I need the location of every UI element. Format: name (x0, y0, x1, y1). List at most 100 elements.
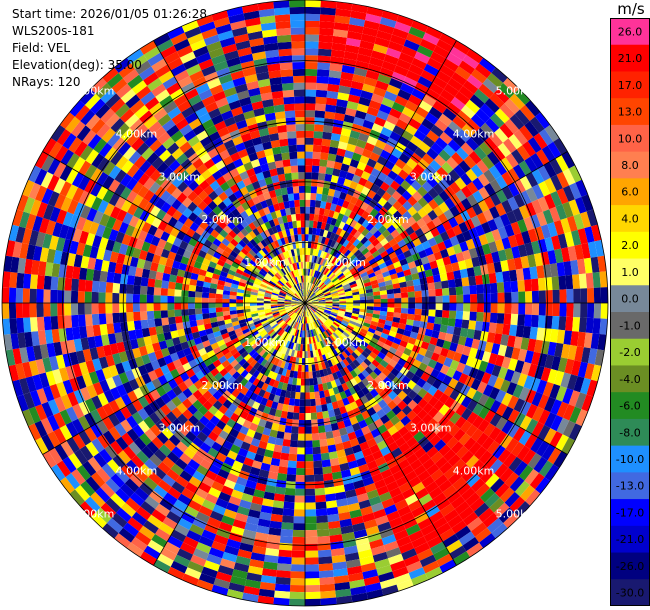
velocity-gate (331, 126, 343, 135)
velocity-gate (285, 296, 292, 300)
velocity-gate (149, 412, 161, 425)
velocity-gate (193, 410, 204, 421)
velocity-gate (318, 305, 326, 309)
velocity-gate (324, 293, 332, 297)
velocity-gate (134, 487, 149, 501)
velocity-gate (149, 424, 162, 437)
velocity-gate (436, 553, 454, 567)
velocity-gate (328, 272, 335, 279)
velocity-gate (211, 441, 223, 453)
velocity-gate (245, 364, 253, 373)
velocity-gate (308, 291, 314, 298)
velocity-gate (357, 334, 365, 341)
velocity-gate (311, 343, 315, 351)
velocity-gate (342, 223, 350, 232)
velocity-gate (321, 285, 328, 291)
velocity-gate (375, 273, 384, 280)
velocity-gate (406, 379, 417, 390)
velocity-gate (335, 154, 345, 164)
velocity-gate (488, 322, 497, 334)
velocity-gate (580, 377, 591, 395)
velocity-gate (314, 117, 325, 125)
velocity-gate (166, 361, 177, 372)
velocity-gate (258, 440, 268, 450)
velocity-gate (384, 259, 394, 267)
velocity-gate (279, 417, 287, 426)
velocity-gate (340, 525, 354, 535)
velocity-gate (333, 436, 343, 445)
velocity-gate (305, 461, 314, 469)
velocity-gate (361, 148, 373, 159)
velocity-gate (309, 308, 315, 314)
velocity-gate (438, 149, 452, 162)
velocity-gate (293, 509, 305, 517)
velocity-gate (54, 145, 69, 162)
velocity-gate (346, 495, 359, 506)
velocity-gate (474, 88, 490, 104)
velocity-gate (305, 289, 307, 297)
velocity-gate (183, 327, 192, 336)
velocity-gate (425, 112, 439, 125)
velocity-gate (263, 323, 271, 330)
velocity-gate (580, 303, 588, 318)
velocity-gate (338, 308, 346, 312)
velocity-gate (24, 258, 33, 275)
velocity-gate (143, 520, 159, 534)
velocity-gate (345, 489, 357, 499)
velocity-gate (291, 303, 299, 305)
velocity-gate (79, 501, 96, 518)
velocity-gate (501, 199, 513, 214)
velocity-gate (351, 330, 359, 337)
velocity-gate (438, 479, 453, 493)
velocity-gate (155, 325, 164, 335)
velocity-gate (127, 517, 144, 532)
velocity-gate (462, 285, 470, 295)
velocity-gate (230, 359, 239, 368)
velocity-gate (335, 338, 342, 346)
velocity-gate (90, 118, 106, 134)
velocity-gate (165, 400, 177, 412)
velocity-gate (333, 568, 349, 577)
velocity-gate (538, 409, 551, 425)
velocity-gate (439, 559, 457, 573)
velocity-gate (165, 411, 178, 423)
velocity-gate (323, 473, 333, 482)
velocity-gate (89, 347, 99, 360)
velocity-gate (417, 124, 431, 136)
velocity-gate (174, 343, 183, 353)
velocity-gate (49, 383, 61, 400)
velocity-gate (260, 575, 277, 584)
velocity-gate (335, 270, 343, 277)
velocity-gate (483, 283, 491, 294)
velocity-gate (316, 310, 323, 316)
velocity-gate (174, 296, 182, 303)
velocity-gate (335, 329, 343, 336)
velocity-gate (314, 312, 320, 319)
velocity-gate (452, 115, 467, 129)
velocity-gate (444, 263, 454, 273)
velocity-gate (239, 278, 248, 284)
velocity-gate (484, 454, 498, 469)
velocity-gate (438, 404, 450, 416)
velocity-gate (325, 280, 332, 286)
velocity-gate (342, 475, 354, 485)
velocity-gate (331, 323, 339, 329)
velocity-gate (112, 303, 120, 314)
velocity-gate (188, 415, 199, 426)
velocity-gate (200, 353, 210, 362)
velocity-gate (449, 389, 461, 401)
velocity-gate (442, 58, 459, 72)
velocity-gate (325, 431, 334, 439)
velocity-gate (338, 274, 346, 281)
velocity-gate (201, 566, 218, 579)
velocity-gate (432, 76, 448, 90)
velocity-gate (265, 399, 274, 408)
velocity-gate (481, 243, 492, 255)
velocity-gate (324, 486, 336, 495)
velocity-gate (65, 327, 74, 341)
velocity-gate (108, 165, 122, 180)
velocity-gate (331, 471, 343, 480)
velocity-gate (308, 275, 311, 283)
velocity-gate (393, 337, 402, 345)
velocity-gate (327, 188, 336, 197)
